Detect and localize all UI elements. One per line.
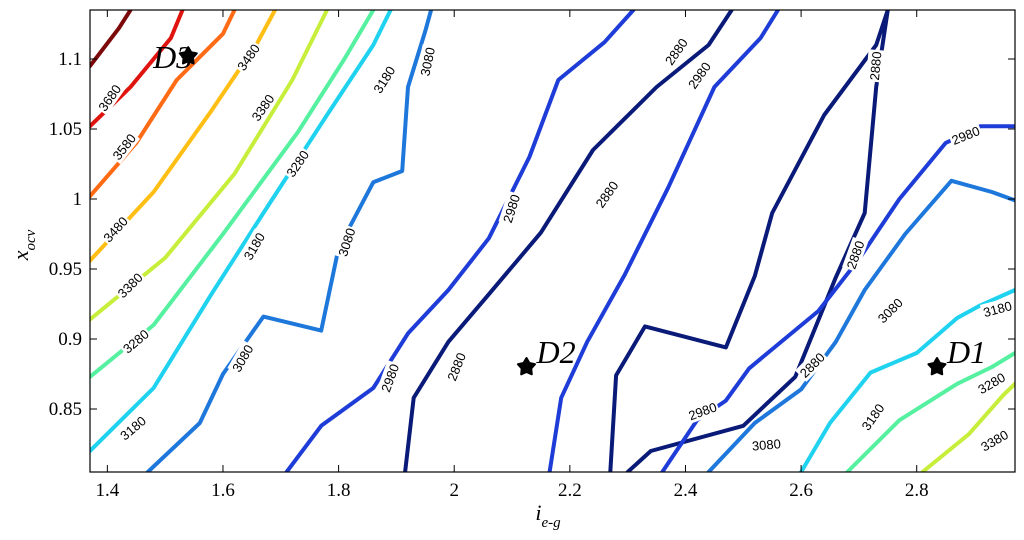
x-tick-label: 2 xyxy=(449,480,459,501)
x-axis-label: ie-g xyxy=(535,500,561,531)
annotation-d2: D2 xyxy=(535,334,575,370)
y-tick-label: 0.9 xyxy=(58,329,82,350)
y-axis-label-main: x xyxy=(8,250,33,261)
x-axis-label-main: i xyxy=(535,500,541,525)
x-tick-label: 2.4 xyxy=(674,480,698,501)
x-tick-label: 2.2 xyxy=(558,480,582,501)
marker-d3-star xyxy=(178,46,198,65)
y-tick-label: 1.1 xyxy=(58,49,82,70)
contour-line-3680 xyxy=(90,10,133,68)
x-tick-label: 2.6 xyxy=(789,480,813,501)
y-axis-label: xocv xyxy=(8,229,39,261)
contour-line-2880-right xyxy=(608,10,890,472)
contour-label-text: 2880 xyxy=(867,51,884,81)
annotations: D3 D2 D1 xyxy=(152,39,986,376)
annotation-d1: D1 xyxy=(946,334,986,370)
contour-line-2980-left xyxy=(284,10,636,472)
y-tick-label: 1 xyxy=(73,189,83,210)
contour-line-3380 xyxy=(90,10,277,263)
plot-frame xyxy=(89,9,1016,473)
marker-d2-star xyxy=(516,357,536,376)
y-tick-label: 0.85 xyxy=(49,399,82,420)
contour-line-3080-left xyxy=(90,10,393,453)
axis-ticks: 1.4 1.6 1.8 2 2.2 2.4 2.6 2.8 0.85 0.9 0.95 1 1.05 1.… xyxy=(49,10,1015,501)
x-tick-label: 1.4 xyxy=(95,480,119,501)
x-tick-label: 1.6 xyxy=(211,480,235,501)
contour-label-3180-right-1: 3180 xyxy=(979,296,1015,321)
y-tick-label: 0.95 xyxy=(49,259,82,280)
contour-line-3080-right xyxy=(706,178,1015,472)
y-tick-label: 1.05 xyxy=(49,119,82,140)
contour-label-3080-right-0: 3080 xyxy=(749,435,783,454)
contour-line-2980-mid xyxy=(547,10,780,472)
contour-label-text: 3080 xyxy=(417,46,438,77)
x-tick-label: 2.8 xyxy=(905,480,929,501)
annotation-d3: D3 xyxy=(152,39,192,75)
contour-line-3380-right xyxy=(920,381,1015,472)
marker-d1-star xyxy=(927,357,947,376)
contour-line-3280-right xyxy=(845,351,1015,472)
contour-line-2880-left xyxy=(403,10,734,472)
contour-label-2880-right-2: 2880 xyxy=(865,49,885,83)
contour-label-text: 3180 xyxy=(982,298,1014,320)
y-axis-label-sub: ocv xyxy=(23,229,39,250)
x-tick-label: 1.8 xyxy=(327,480,351,501)
contour-label-3080-left-2-1: 3080 xyxy=(416,44,439,79)
x-axis-label-sub: e-g xyxy=(541,515,561,531)
contour-label-text: 3080 xyxy=(751,436,781,453)
